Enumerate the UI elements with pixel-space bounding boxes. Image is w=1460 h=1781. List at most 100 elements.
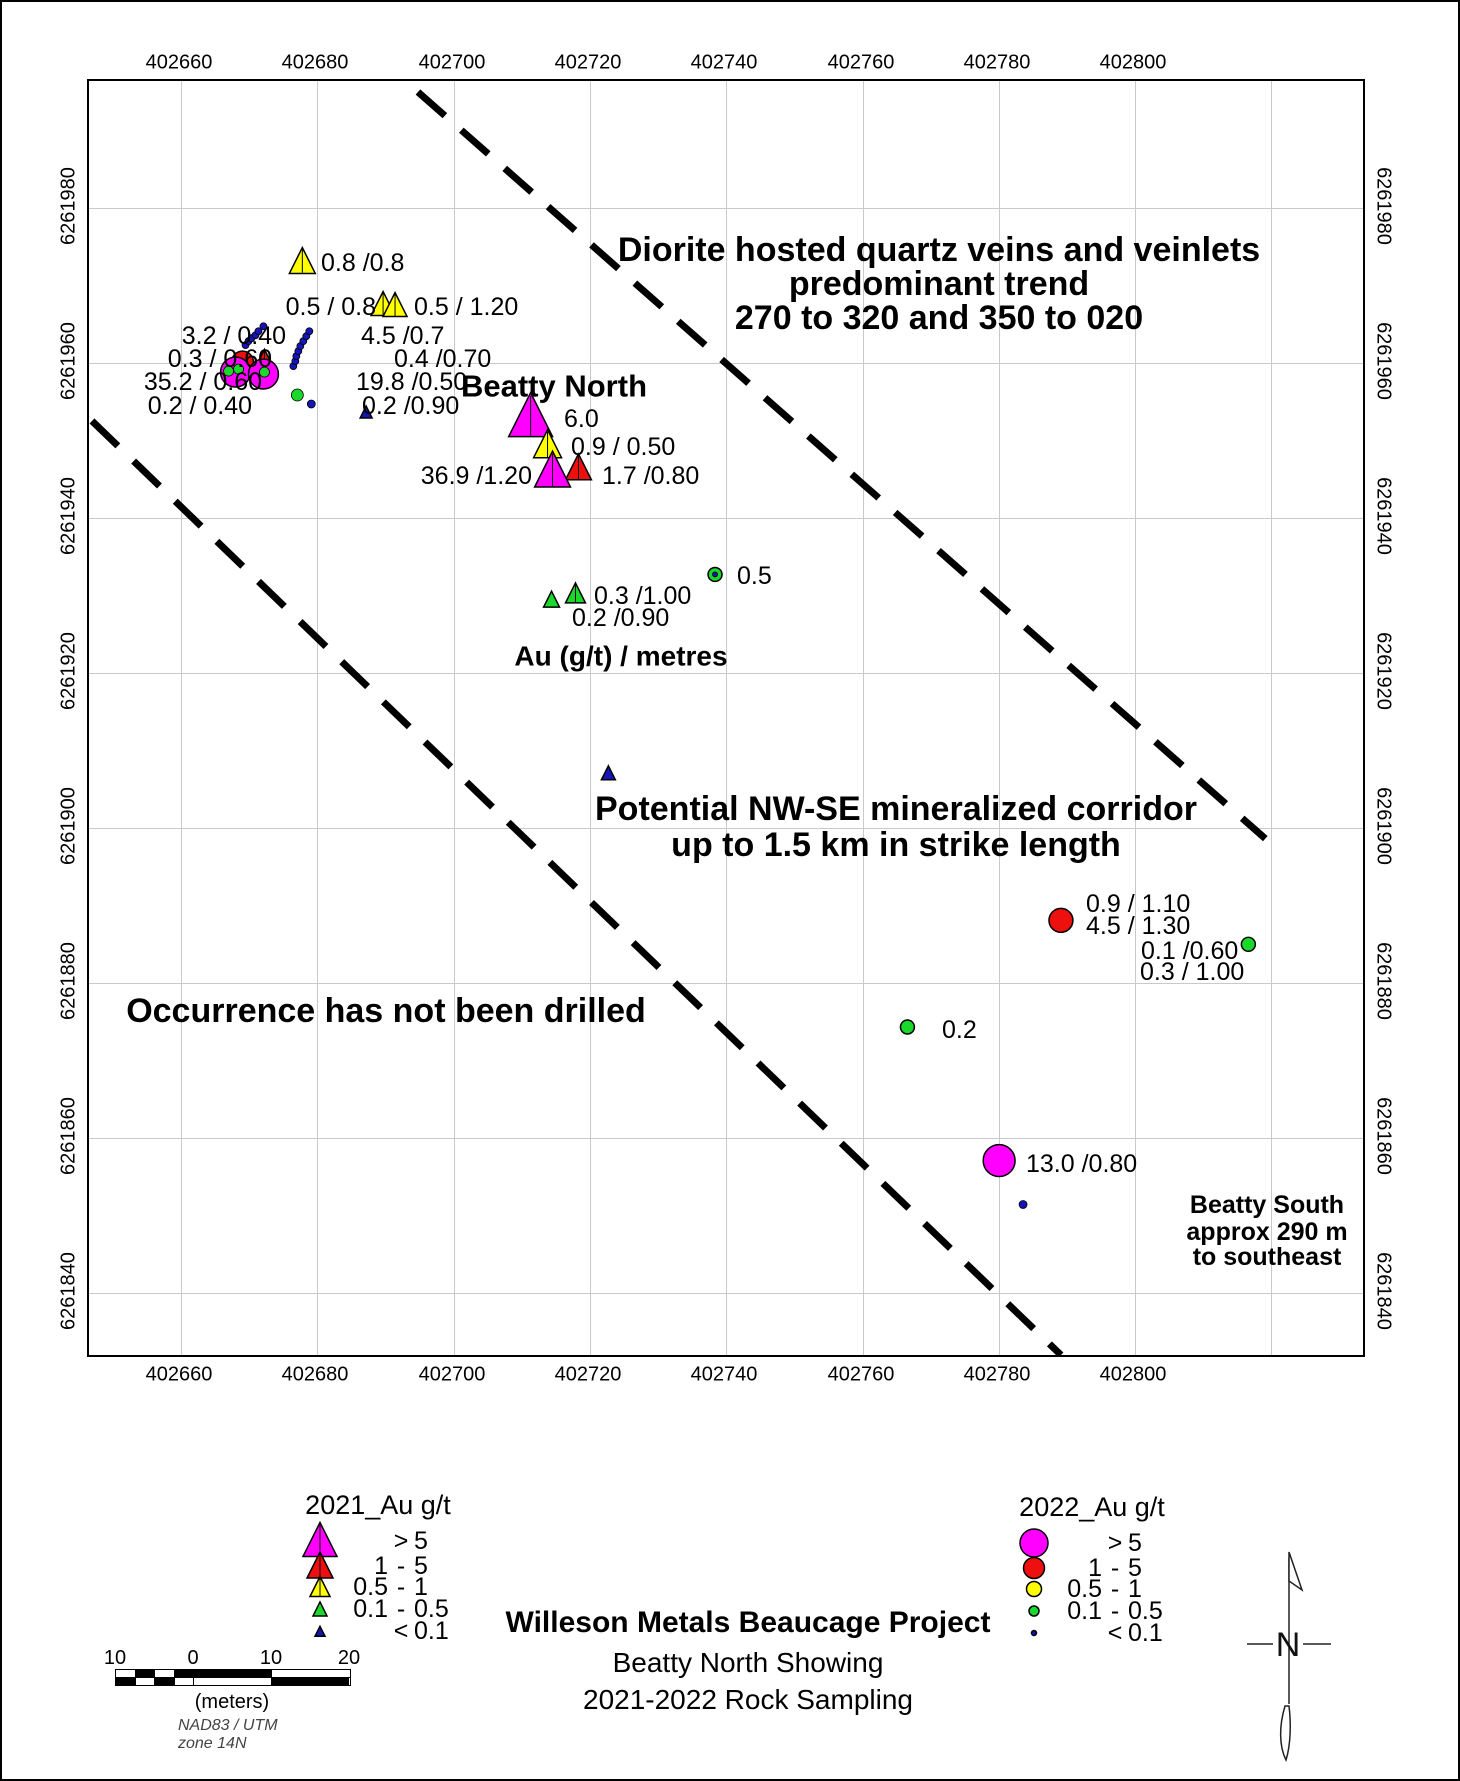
map-annotation: Beatty North	[460, 368, 648, 404]
sample-value-label: 1.7 /0.80	[602, 461, 700, 490]
sample-marker-blue-dot	[259, 322, 268, 331]
sample-value-label: 0.2 /0.90	[362, 391, 460, 420]
scale-bar-number: 20	[337, 1647, 361, 1669]
x-axis-label-bottom: 402780	[963, 1363, 1031, 1386]
legend-marker-circle-yellow	[1014, 1567, 1058, 1616]
sample-marker-blue-dot	[305, 327, 314, 336]
scale-bar-segment	[194, 1670, 272, 1677]
gridline-horizontal	[89, 518, 1363, 519]
legend-range-text: 0.1	[353, 1595, 388, 1623]
map-annotation: 270 to 320 and 350 to 020	[734, 299, 1144, 338]
x-axis-label-bottom: 402760	[827, 1363, 895, 1386]
gridline-vertical	[1135, 81, 1136, 1355]
scale-bar-segment	[272, 1678, 349, 1685]
legend-range-text: 1	[1088, 1554, 1102, 1582]
sample-value-label: 0.3 /1.00	[594, 581, 692, 610]
svg-text:N: N	[1276, 1626, 1301, 1664]
sample-value-label: 0.2 /0.90	[572, 603, 670, 632]
sample-value-label: 36.9 /1.20	[420, 461, 532, 490]
legend-2021-title: 2021_Au g/t	[305, 1490, 451, 1520]
title-block: Willeson Metals Beaucage Project Beatty …	[506, 1606, 991, 1721]
legend-marker-triangle-yellow	[300, 1565, 344, 1614]
sample-value-label: 0.9 / 0.50	[571, 432, 676, 461]
y-axis-label-left: 6261940	[57, 477, 80, 555]
legend-triangle-icon	[313, 1624, 327, 1637]
gridline-vertical	[317, 81, 318, 1355]
sample-value-label: 0.2	[942, 1015, 977, 1044]
mineralized-corridor-dashed-line	[415, 89, 1268, 842]
legend-circle-icon	[1022, 1556, 1046, 1580]
legend-range-label: 0.5-1	[342, 1575, 428, 1600]
legend-range-label: 0.5-1	[1056, 1577, 1142, 1602]
legend-range-text: -	[1110, 1554, 1120, 1582]
x-axis-label-top: 402740	[690, 51, 758, 74]
x-axis-label-top: 402660	[145, 51, 213, 74]
x-axis-label-bottom: 402740	[690, 1363, 758, 1386]
y-axis-label-right: 6261960	[1372, 322, 1395, 400]
map-datum-label: NAD83 / UTM zone 14N	[178, 1717, 278, 1752]
legend-range-text: 1	[374, 1552, 388, 1580]
x-axis-label-top: 402720	[554, 51, 622, 74]
sample-value-label: 0.5	[737, 561, 772, 590]
y-axis-label-right: 6261880	[1372, 942, 1395, 1020]
mineralized-corridor-dashed-line	[89, 418, 1064, 1355]
scale-bar-segment	[155, 1678, 175, 1685]
map-annotation: Potential NW-SE mineralized corridor	[595, 790, 1197, 829]
sample-value-label: 0.3 / 1.00	[1140, 957, 1245, 986]
legend-range-label: 0.1-0.5	[342, 1597, 449, 1622]
y-axis-label-left: 6261900	[57, 787, 80, 865]
legend-range-text: 0.1	[1128, 1619, 1163, 1647]
y-axis-label-right: 6261860	[1372, 1097, 1395, 1175]
x-axis-label-bottom: 402660	[145, 1363, 213, 1386]
gridline-vertical	[454, 81, 455, 1355]
map-annotation: Beatty South	[1189, 1190, 1345, 1219]
legend-circle-icon	[1025, 1580, 1043, 1598]
x-axis-label-top: 402800	[1099, 51, 1167, 74]
scale-bar-segment	[272, 1670, 349, 1677]
legend-range-text: >	[1107, 1529, 1123, 1557]
legend-range-label: 1-5	[1056, 1556, 1142, 1581]
gridline-vertical	[181, 81, 182, 1355]
map-overlay	[89, 89, 1268, 1355]
legend-range-text: 1	[414, 1573, 428, 1601]
x-axis-label-top: 402700	[418, 51, 486, 74]
legend-circle-icon	[1030, 1629, 1038, 1637]
gridline-horizontal	[89, 1138, 1363, 1139]
legend-range-text: 0.5	[353, 1573, 388, 1601]
sample-value-label: 6.0	[564, 404, 599, 433]
legend-triangle-icon	[308, 1574, 332, 1598]
north-arrow-icon: N	[1247, 1551, 1331, 1763]
sample-marker-green-circle	[1240, 936, 1257, 953]
scale-bar-row	[116, 1670, 350, 1678]
scale-bar-segment	[155, 1670, 175, 1677]
legend-range-label: 1-5	[342, 1554, 428, 1579]
legend-range-text: -	[396, 1573, 406, 1601]
sample-marker-green-dot	[290, 388, 304, 402]
scale-bar-segment	[135, 1678, 155, 1685]
gridline-horizontal	[89, 673, 1363, 674]
legend-marker-circle-red	[1014, 1546, 1058, 1595]
gridline-vertical	[863, 81, 864, 1355]
sample-value-label: 35.2 / 0.60	[143, 367, 262, 396]
map-annotation: predominant trend	[788, 265, 1090, 304]
map-canvas: 0.8 /0.8 0.5 / 0.8 0.5 / 1.20 3.2 / 0.40 4.5…	[87, 79, 1365, 1357]
legend-range-text: -	[1110, 1597, 1120, 1625]
sample-marker-blue-dot	[254, 327, 263, 336]
legend-range-text: 0.1	[414, 1617, 449, 1645]
scale-bar-number: 0	[187, 1647, 199, 1669]
y-axis-label-left: 6261880	[57, 942, 80, 1020]
y-axis-label-left: 6261980	[57, 167, 80, 245]
legend-2022-title: 2022_Au g/t	[1019, 1492, 1165, 1522]
y-axis-label-left: 6261860	[57, 1097, 80, 1175]
sample-marker-blue-dot	[1018, 1200, 1028, 1209]
map-annotation: Diorite hosted quartz veins and veinlets	[617, 231, 1261, 270]
legend-range-text: 5	[414, 1552, 428, 1580]
legend-circle-icon	[1028, 1605, 1040, 1617]
scale-bar-segment	[174, 1670, 194, 1677]
scale-bar-segment	[116, 1670, 136, 1677]
legend-range-text: 0.1	[1067, 1597, 1102, 1625]
legend-range-text: <	[1107, 1619, 1123, 1647]
sample-value-label: 4.5 /0.7	[361, 321, 445, 350]
legend-marker-triangle-blue	[300, 1609, 344, 1658]
